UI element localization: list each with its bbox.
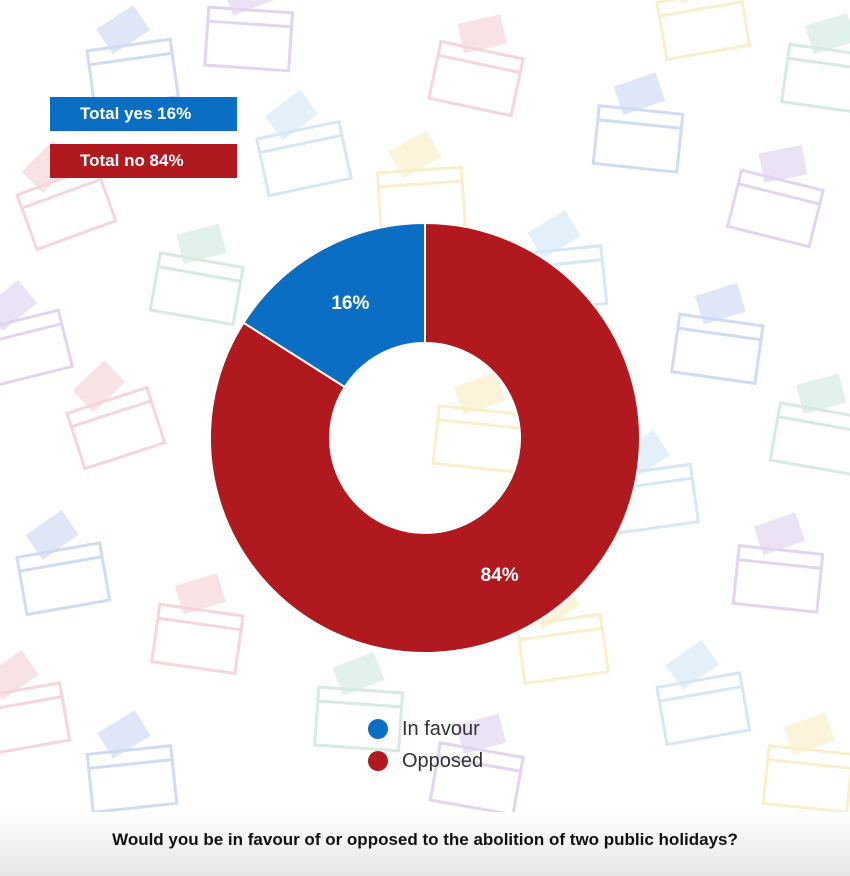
donut-slice-opposed — [209, 221, 641, 654]
ballot-box-icon — [150, 572, 245, 676]
ballot-box-icon — [768, 373, 850, 477]
ballot-box-icon — [731, 512, 825, 614]
ballot-box-icon — [15, 510, 112, 617]
ballot-box-icon — [0, 650, 72, 757]
ballot-box-icon — [148, 223, 245, 327]
legend-marker-opposed — [368, 751, 388, 771]
legend-marker-in-favour — [368, 719, 388, 739]
total-yes-badge: Total yes 16% — [50, 97, 237, 131]
ballot-box-icon — [85, 710, 179, 814]
legend-item-in-favour: In favour — [368, 713, 483, 745]
chart-legend: In favour Opposed — [368, 713, 483, 777]
data-label-in-favour: 16% — [331, 293, 369, 314]
ballot-box-icon — [725, 145, 825, 249]
ballot-box-icon — [255, 90, 353, 198]
ballot-box-icon — [313, 651, 405, 753]
ballot-box-icon — [591, 72, 685, 174]
survey-question: Would you be in favour of or opposed to … — [112, 830, 738, 849]
data-label-opposed: 84% — [481, 565, 519, 586]
donut-slice-in-favour — [242, 221, 426, 389]
ballot-box-icon — [428, 713, 525, 817]
ballot-box-icon — [431, 372, 525, 474]
legend-item-opposed: Opposed — [368, 745, 483, 777]
ballot-box-icon — [65, 360, 167, 471]
ballot-box-icon — [0, 280, 75, 389]
ballot-box-icon — [427, 14, 525, 118]
footer-bar — [0, 812, 850, 876]
total-no-badge: Total no 84% — [50, 144, 237, 178]
legend-label-opposed: Opposed — [402, 749, 484, 772]
ballot-box-icon — [780, 12, 850, 116]
ballot-box-icon — [670, 282, 765, 386]
ballot-box-icon — [655, 0, 752, 62]
ballot-box-icon — [203, 0, 295, 73]
legend-label-in-favour: In favour — [402, 717, 480, 740]
ballot-box-icon — [655, 640, 752, 747]
